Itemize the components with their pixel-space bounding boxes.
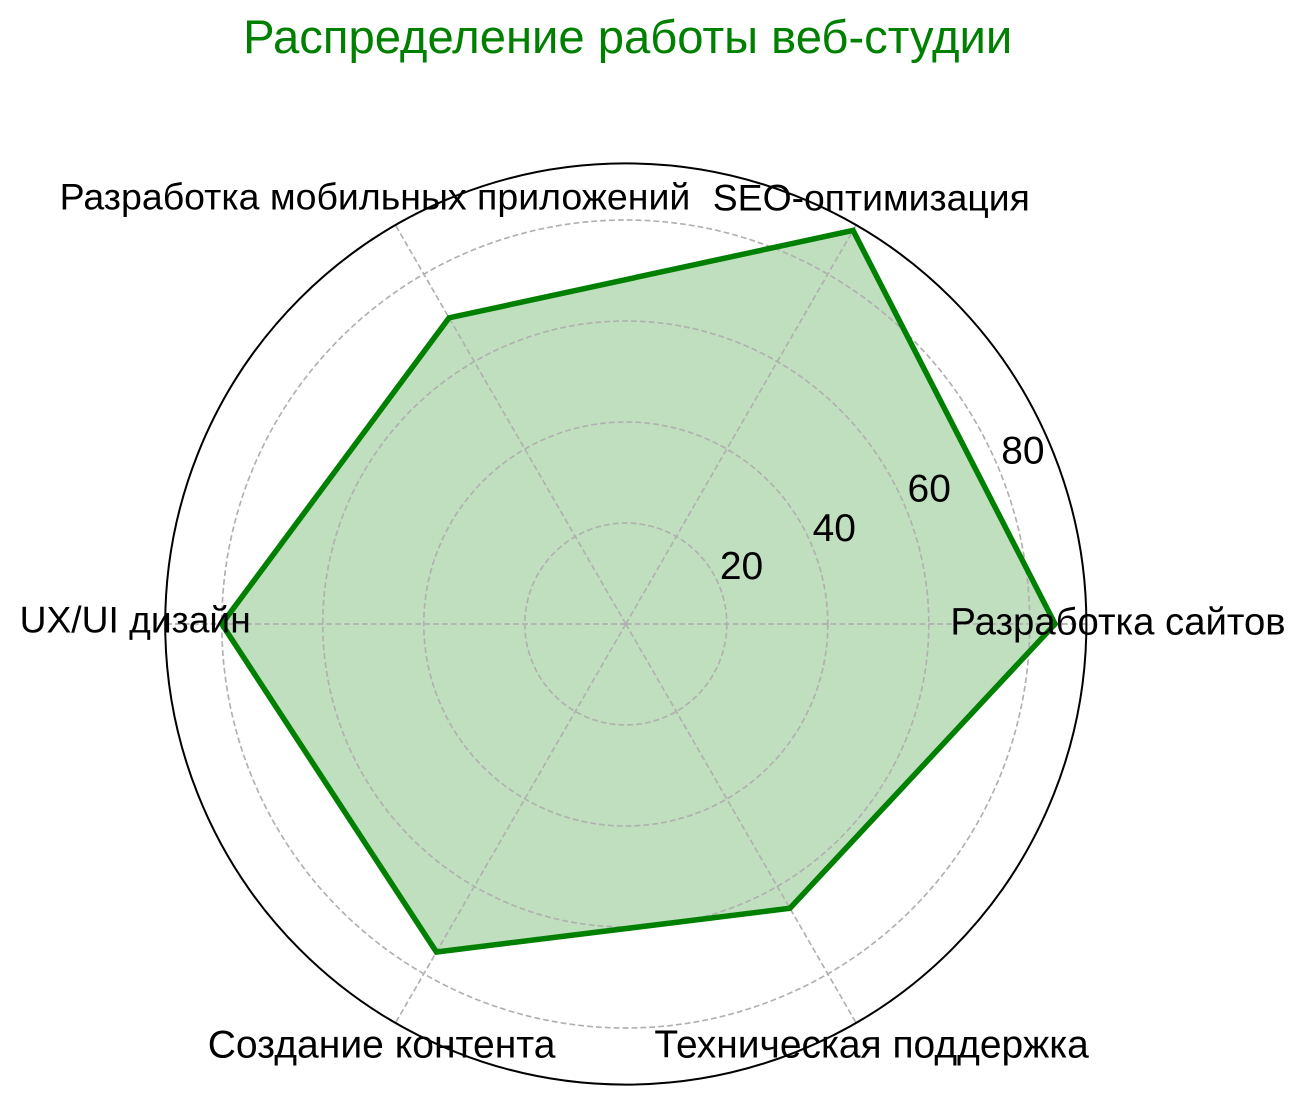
svg-text:80: 80 — [1001, 430, 1044, 473]
svg-text:20: 20 — [720, 545, 763, 588]
svg-text:60: 60 — [908, 468, 951, 511]
svg-text:Техническая поддержка: Техническая поддержка — [654, 1023, 1089, 1066]
svg-text:Распределение работы веб-студи: Распределение работы веб-студии — [243, 11, 1012, 64]
svg-text:Разработка сайтов: Разработка сайтов — [950, 601, 1285, 644]
svg-text:UX/UI дизайн: UX/UI дизайн — [20, 599, 251, 641]
svg-text:SEO-оптимизация: SEO-оптимизация — [713, 177, 1030, 219]
svg-text:Создание контента: Создание контента — [208, 1023, 556, 1066]
svg-text:40: 40 — [813, 507, 856, 550]
svg-text:Разработка мобильных приложени: Разработка мобильных приложений — [60, 176, 691, 218]
